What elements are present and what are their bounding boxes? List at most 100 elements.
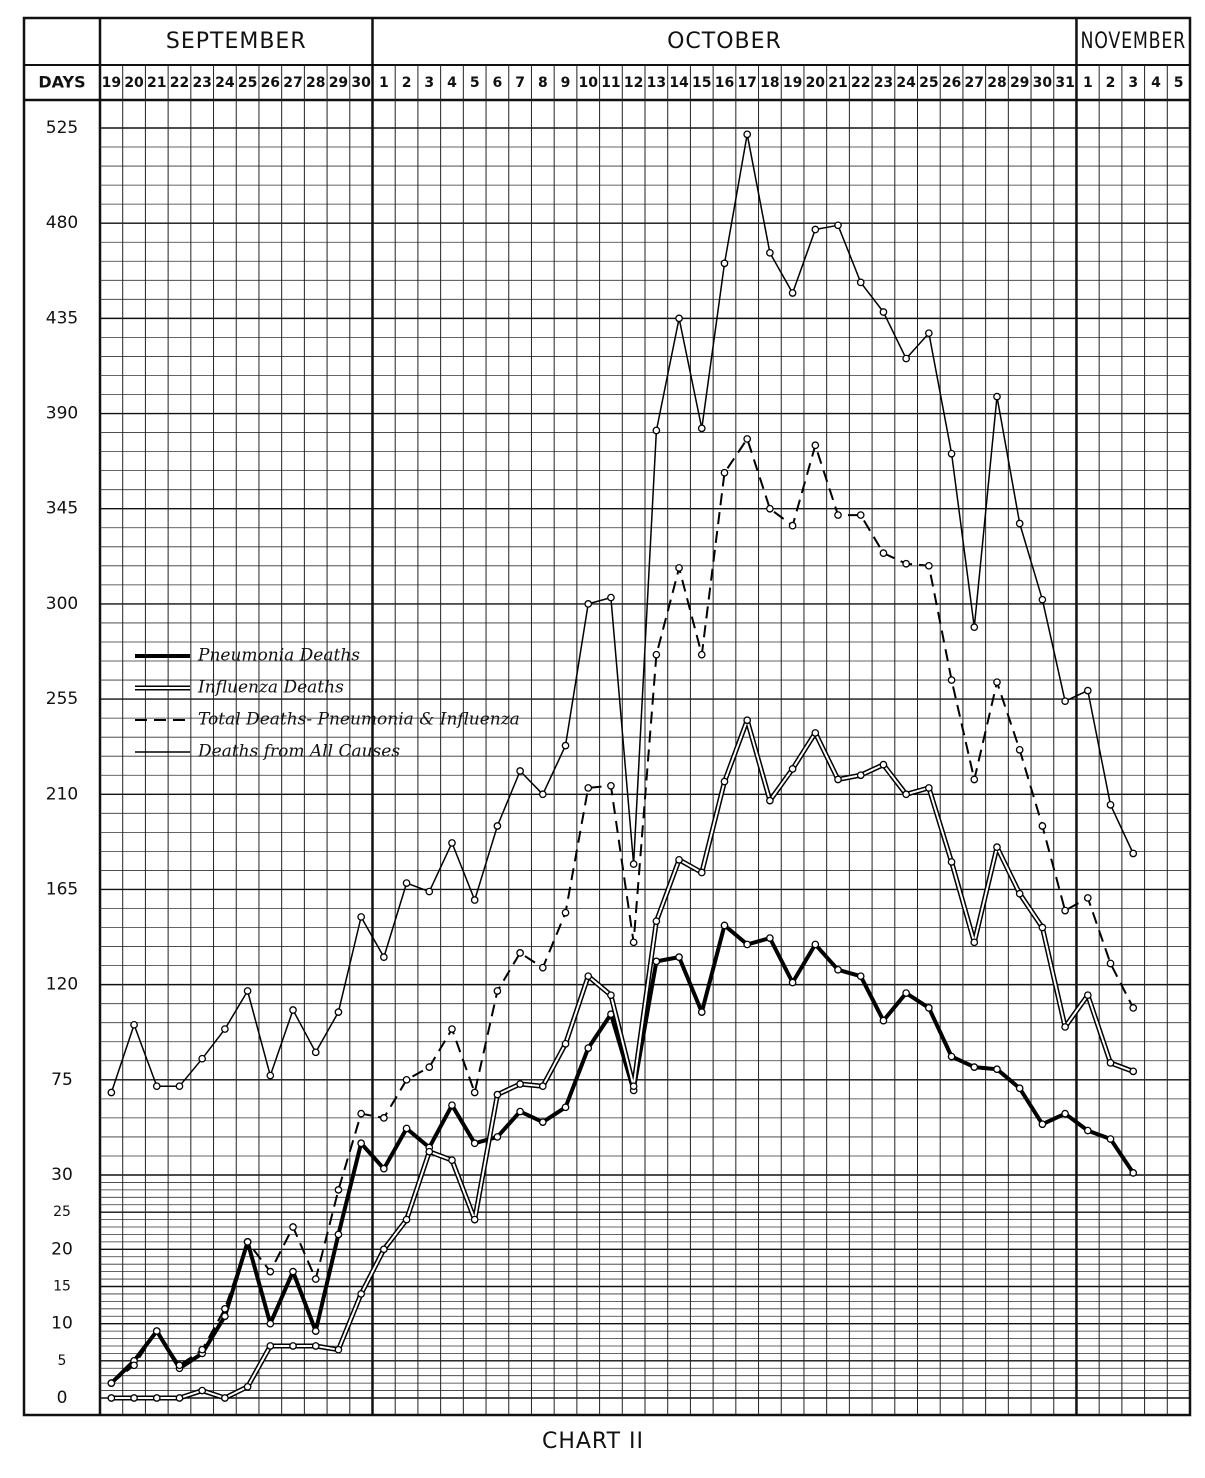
point: [993, 678, 1001, 687]
point: [561, 1040, 570, 1048]
x-tick-label: 5: [470, 75, 480, 91]
x-tick-label: 20: [806, 75, 826, 91]
x-tick-label: 5: [1174, 75, 1184, 91]
point: [561, 1103, 570, 1112]
x-tick-label: 20: [124, 75, 144, 91]
legend-label: Deaths from All Causes: [197, 742, 400, 762]
y-tick-label: 10: [51, 1314, 73, 1334]
x-tick-label: 3: [1128, 75, 1138, 91]
x-tick-label: 12: [624, 75, 643, 91]
point: [448, 1156, 456, 1165]
point: [357, 1290, 365, 1298]
point: [357, 1109, 365, 1118]
point: [266, 1342, 275, 1350]
point: [1061, 697, 1069, 706]
point: [629, 1082, 638, 1091]
point: [970, 938, 979, 947]
point: [902, 790, 910, 799]
point: [788, 521, 797, 530]
legend-label: Influenza Deaths: [197, 678, 344, 698]
point: [947, 858, 956, 866]
point: [856, 771, 865, 780]
point: [448, 839, 456, 847]
x-tick-label: 14: [669, 75, 689, 91]
point: [1015, 519, 1024, 528]
point: [697, 650, 706, 659]
legend-label: Pneumonia Deaths: [197, 646, 360, 666]
x-tick-label: 22: [851, 75, 870, 91]
point: [334, 1186, 343, 1194]
point: [811, 441, 820, 450]
x-tick-label: 13: [647, 75, 666, 91]
x-tick-label: 4: [1151, 75, 1161, 91]
point: [470, 1215, 479, 1224]
point: [493, 987, 502, 995]
x-tick-label: 9: [561, 75, 571, 91]
point: [334, 1345, 343, 1354]
x-tick-label: 23: [192, 75, 211, 91]
x-tick-label: 2: [1106, 75, 1116, 91]
point: [811, 225, 820, 234]
y-tick-label: 300: [46, 594, 78, 614]
point: [743, 716, 752, 725]
x-tick-label: 17: [737, 75, 756, 91]
x-tick-label: 19: [102, 75, 121, 91]
x-tick-label: 28: [987, 75, 1006, 91]
y-tick-label: 15: [53, 1279, 71, 1295]
point: [266, 1071, 275, 1080]
point: [584, 1044, 593, 1052]
point: [1038, 822, 1047, 830]
point: [538, 1118, 547, 1126]
x-tick-label: 31: [1055, 75, 1074, 91]
point: [652, 917, 661, 926]
point: [720, 921, 729, 930]
x-tick-label: 15: [692, 75, 711, 91]
point: [198, 1345, 207, 1354]
grid: [22, 16, 1192, 1417]
point: [856, 511, 865, 519]
point: [766, 796, 774, 805]
point: [357, 913, 365, 921]
month-label: SEPTEMBER: [166, 29, 307, 54]
series-line: [110, 133, 1134, 1093]
point: [1129, 1067, 1138, 1076]
point: [493, 1090, 502, 1099]
point: [652, 650, 661, 659]
point: [607, 593, 615, 602]
point: [675, 953, 683, 961]
point: [1015, 1084, 1024, 1093]
point: [289, 1223, 297, 1231]
point: [766, 504, 774, 513]
point: [697, 868, 706, 877]
point: [1083, 991, 1092, 1000]
point: [1129, 849, 1138, 858]
point: [1015, 889, 1024, 898]
point: [1038, 1120, 1047, 1129]
point: [766, 934, 774, 942]
point: [788, 289, 797, 297]
point: [130, 1020, 138, 1029]
point: [538, 1082, 547, 1091]
point: [448, 1025, 456, 1033]
point: [538, 790, 547, 799]
point: [1038, 595, 1047, 604]
point: [107, 1088, 116, 1097]
point: [516, 1107, 524, 1116]
point: [879, 760, 888, 769]
y-tick-label: 435: [46, 308, 78, 328]
month-label: NOVEMBER: [1080, 29, 1186, 54]
y-tick-label: 480: [46, 213, 78, 233]
point: [380, 1245, 388, 1254]
point: [629, 860, 638, 868]
x-tick-label: 1: [1083, 75, 1093, 91]
point: [130, 1361, 138, 1370]
x-tick-label: 27: [965, 75, 984, 91]
point: [788, 765, 797, 773]
x-tick-label: 25: [919, 75, 938, 91]
point: [743, 435, 752, 443]
x-tick-label: 21: [147, 75, 166, 91]
point: [675, 855, 683, 864]
point: [493, 1133, 502, 1141]
x-tick-label: 25: [238, 75, 257, 91]
x-tick-label: 29: [1010, 75, 1029, 91]
